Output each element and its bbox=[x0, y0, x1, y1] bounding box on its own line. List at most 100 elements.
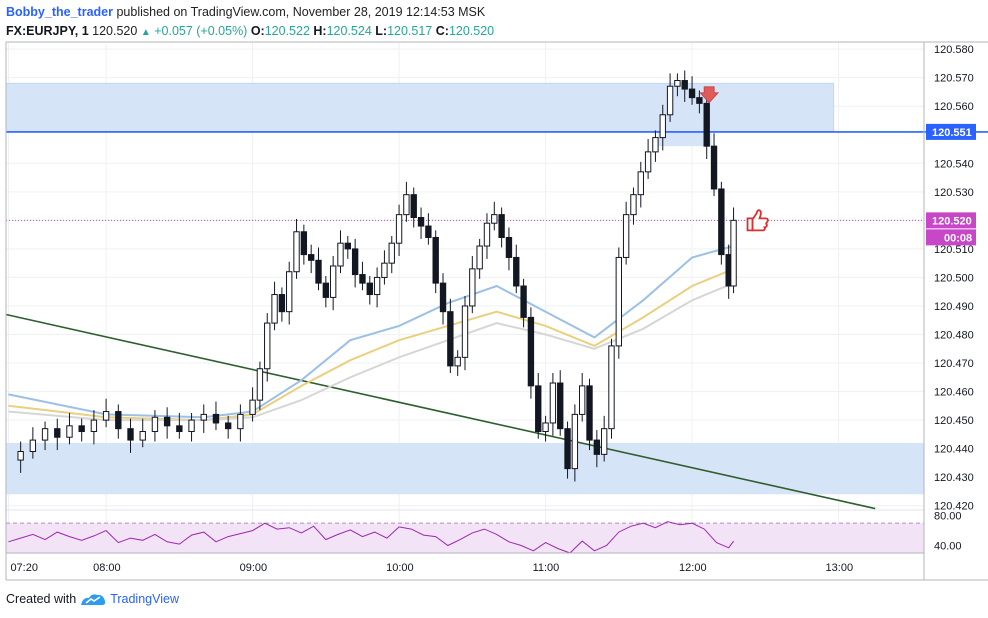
supply-zone-extension bbox=[657, 131, 712, 147]
price-label-text: 00:08 bbox=[944, 232, 972, 244]
candle bbox=[557, 370, 564, 436]
time-tick-label: 11:00 bbox=[533, 562, 560, 574]
candle-body bbox=[666, 85, 674, 116]
candle bbox=[29, 427, 37, 459]
candle bbox=[417, 207, 425, 239]
candle-body bbox=[249, 399, 256, 415]
candle-body bbox=[66, 425, 73, 438]
candle-body bbox=[139, 431, 146, 441]
close-value: 120.520 bbox=[448, 24, 495, 38]
candle-body bbox=[395, 214, 403, 244]
trendline bbox=[5, 313, 876, 510]
candle-body bbox=[212, 413, 220, 424]
candle-body bbox=[586, 385, 593, 441]
low-label: L: bbox=[375, 24, 388, 38]
candle-body bbox=[29, 439, 37, 452]
candle-body bbox=[237, 413, 244, 430]
time-tick-label: 10:00 bbox=[386, 562, 414, 574]
candle-body bbox=[176, 425, 183, 433]
publish-line: Bobby_the_trader published on TradingVie… bbox=[6, 3, 494, 22]
time-tick-label: 08:00 bbox=[93, 562, 121, 574]
candle-body bbox=[54, 428, 61, 438]
time-tick-label: 12:00 bbox=[679, 562, 707, 574]
candle bbox=[403, 181, 410, 222]
candle bbox=[681, 70, 688, 102]
candle-body bbox=[454, 356, 461, 367]
open-label: O: bbox=[250, 24, 265, 38]
candle-body bbox=[41, 428, 49, 441]
candle bbox=[454, 350, 461, 376]
author-name[interactable]: Bobby_the_trader bbox=[6, 5, 113, 19]
candle bbox=[564, 421, 571, 479]
candle-body bbox=[308, 254, 315, 261]
candle-body bbox=[366, 282, 373, 296]
candle bbox=[293, 218, 300, 279]
candle bbox=[300, 224, 308, 265]
candle bbox=[249, 387, 256, 422]
ohlc-line: FX:EURJPY, 1 120.520 ▲ +0.057 (+0.05%) O… bbox=[6, 22, 494, 42]
candle-body bbox=[696, 97, 703, 104]
candle-body bbox=[593, 439, 601, 455]
price-tick-label: 120.570 bbox=[934, 73, 974, 85]
tradingview-logo-icon bbox=[81, 594, 106, 605]
candle-body bbox=[188, 419, 195, 433]
candle-body bbox=[549, 382, 557, 424]
candle-body bbox=[373, 276, 381, 296]
candle bbox=[483, 213, 491, 259]
candle bbox=[491, 201, 498, 231]
price-tick-label: 120.440 bbox=[934, 444, 974, 456]
price-tick-label: 120.560 bbox=[934, 101, 974, 113]
candle bbox=[373, 267, 381, 308]
candle-body bbox=[403, 194, 410, 216]
candle bbox=[579, 373, 586, 422]
rsi-tick-label: 80.00 bbox=[934, 511, 962, 523]
candle bbox=[652, 130, 659, 162]
price-tick-label: 120.500 bbox=[934, 272, 974, 284]
candle bbox=[505, 227, 513, 271]
candle bbox=[461, 295, 469, 371]
price-label-badge bbox=[926, 212, 976, 229]
candle bbox=[425, 213, 432, 245]
candle-body bbox=[256, 368, 264, 401]
moving-average-1 bbox=[8, 245, 734, 419]
candle-body bbox=[579, 385, 586, 415]
candle bbox=[224, 415, 232, 439]
candle-body bbox=[615, 256, 622, 347]
footer: Created with TradingView bbox=[6, 592, 179, 606]
price-tick-label: 120.530 bbox=[934, 187, 974, 199]
candle-body bbox=[730, 219, 737, 287]
price-tick-label: 120.470 bbox=[934, 358, 974, 370]
candle-body bbox=[527, 316, 535, 387]
candle-body bbox=[718, 188, 725, 256]
price-change: +0.057 (+0.05%) bbox=[154, 24, 248, 38]
time-tick-label: 09:00 bbox=[240, 562, 268, 574]
candle bbox=[730, 207, 737, 294]
candle bbox=[637, 161, 644, 208]
candle-body bbox=[151, 416, 159, 433]
candle bbox=[447, 298, 454, 374]
candle-body bbox=[127, 428, 134, 441]
tradingview-brand[interactable]: TradingView bbox=[110, 592, 179, 606]
candle bbox=[329, 256, 337, 311]
last-price: 120.520 bbox=[92, 24, 138, 38]
candle-body bbox=[425, 225, 432, 238]
candle bbox=[264, 313, 271, 382]
candle-body bbox=[652, 137, 659, 153]
thumbs-up-icon bbox=[746, 209, 769, 232]
candle bbox=[542, 415, 549, 442]
candle bbox=[200, 404, 207, 433]
candle bbox=[388, 236, 395, 274]
candle bbox=[322, 276, 330, 308]
candle bbox=[212, 401, 220, 431]
price-tick-label: 120.540 bbox=[934, 158, 974, 170]
open-value: 120.522 bbox=[264, 24, 310, 38]
price-tick-label: 120.460 bbox=[934, 387, 974, 399]
candle bbox=[469, 256, 476, 314]
chart-header: Bobby_the_trader published on TradingVie… bbox=[6, 3, 494, 42]
candle-body bbox=[17, 451, 24, 461]
candle-body bbox=[344, 242, 351, 250]
candle-body bbox=[571, 413, 579, 470]
price-tick-label: 120.430 bbox=[934, 472, 974, 484]
candle bbox=[498, 207, 505, 248]
